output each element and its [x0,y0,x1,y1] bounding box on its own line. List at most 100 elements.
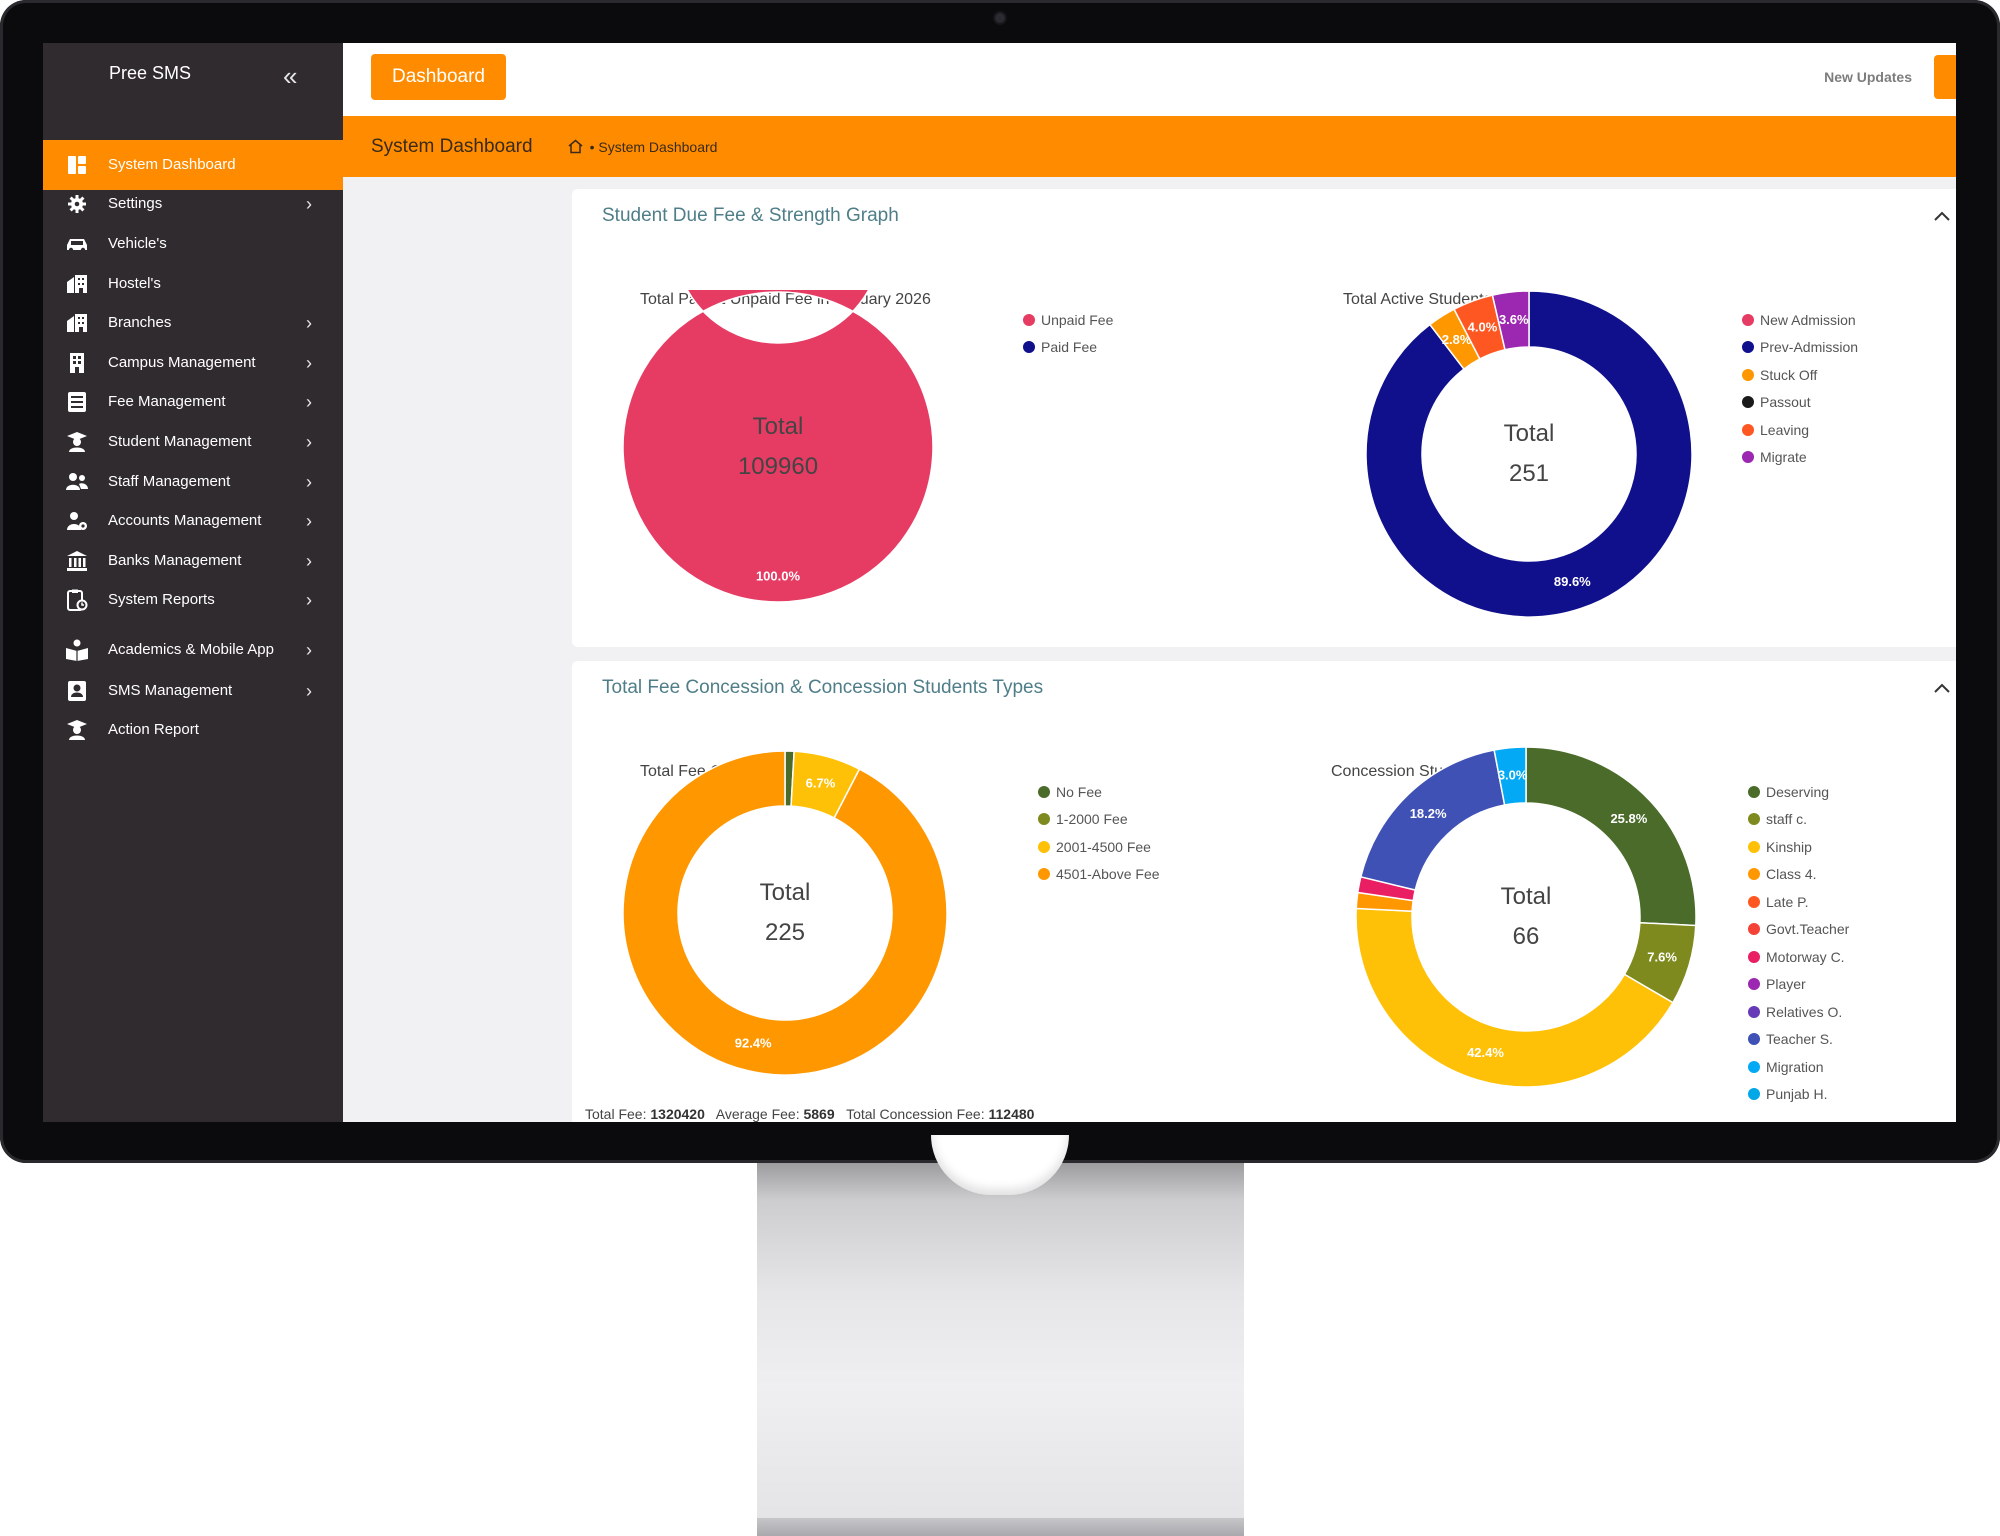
slice-percent-label: 92.4% [735,1036,772,1051]
sidebar-item-label: Branches [108,314,172,332]
legend-item-govt-teacher[interactable]: Govt.Teacher [1748,916,1849,944]
legend-item-leaving[interactable]: Leaving [1742,416,1858,444]
legend-item-relatives-o[interactable]: Relatives O. [1748,998,1849,1026]
legend-dot [1748,840,1760,853]
legend-item-teacher-s[interactable]: Teacher S. [1748,1026,1849,1054]
legend-item-1-2000-fee[interactable]: 1-2000 Fee [1038,806,1160,834]
legend-item-2001-4500-fee[interactable]: 2001-4500 Fee [1038,833,1160,861]
legend-item-migrate[interactable]: Migrate [1742,444,1858,472]
legend-dot [1748,1033,1760,1046]
new-updates-link[interactable]: New Updates [1824,69,1912,85]
legend-dot [1748,1088,1760,1101]
slice-4501-above-fee[interactable] [622,750,948,1076]
breadcrumb[interactable]: • System Dashboard [589,138,718,155]
sidebar-item-banks-management[interactable]: Banks Management › [43,536,343,586]
slice-deserving[interactable] [1525,746,1697,927]
sidebar-item-system-reports[interactable]: System Reports › [43,575,343,625]
sidebar-item-action-report[interactable]: Action Report [43,705,343,755]
sidebar-item-label: Banks Management [108,552,242,570]
legend-label: Stuck Off [1760,366,1818,383]
legend-item-migration[interactable]: Migration [1748,1053,1849,1081]
sidebar-item-label: Action Report [108,721,199,739]
sidebar-item-label: Campus Management [108,354,256,372]
building-icon [65,311,89,335]
slice-kinship[interactable] [1355,907,1674,1088]
legend-item-paid-fee[interactable]: Paid Fee [1023,334,1113,362]
topbar-action-button[interactable] [1934,55,1956,99]
legend-label: 2001-4500 Fee [1056,838,1151,855]
slice-migration[interactable] [1493,746,1527,806]
sidebar-item-fee-management[interactable]: Fee Management › [43,377,343,427]
sidebar-item-label: Accounts Management [108,512,262,530]
sidebar-item-settings[interactable]: Settings › [43,179,343,229]
legend-label: 4501-Above Fee [1056,866,1160,883]
center-total-value: 225 [764,919,806,946]
legend-item-new-admission[interactable]: New Admission [1742,306,1858,334]
legend-item-late-p[interactable]: Late P. [1748,888,1849,916]
collapse-sidebar-icon[interactable]: « [283,61,298,91]
chevron-right-icon: › [306,431,312,452]
donut-center-label: Total 66 [1426,877,1626,957]
chevron-right-icon: › [306,589,312,610]
app-screen: Pree SMS « System Dashboard Settings › Vehi… [43,43,1956,1122]
slice-unpaid-fee[interactable] [622,290,934,603]
center-title: Total [1500,883,1552,910]
home-icon[interactable] [567,139,584,154]
sidebar-item-staff-management[interactable]: Staff Management › [43,457,343,507]
donut-center-label: Total 251 [1429,414,1629,494]
center-total-value: 109960 [737,453,819,480]
legend-dot [1748,785,1760,798]
total-fee-value: 1320420 [650,1106,705,1122]
legend-item-class-4[interactable]: Class 4. [1748,861,1849,889]
donut-center-label: Total 109960 [678,407,878,487]
legend-dot [1748,868,1760,881]
chevron-right-icon: › [306,193,312,214]
donut-chart: 100.0% [622,290,934,603]
slice-percent-label: 25.8% [1610,811,1647,826]
collapse-card-icon[interactable] [1934,677,1950,698]
donut-center-label: Total 225 [685,873,885,953]
report-icon [65,588,89,612]
legend-item-staff-c[interactable]: staff c. [1748,806,1849,834]
sidebar-item-hostel-s[interactable]: Hostel's [43,259,343,309]
sidebar-item-label: Settings [108,195,163,213]
chart-legend: Deserving staff c. Kinship Class 4. Late P. G… [1748,778,1849,1108]
donut-chart: 6.7% 92.4% [622,750,948,1076]
sidebar-item-branches[interactable]: Branches › [43,298,343,348]
slice-percent-label: 6.7% [806,775,836,790]
legend-item-player[interactable]: Player [1748,971,1849,999]
sidebar-item-student-management[interactable]: Student Management › [43,417,343,467]
sidebar-item-system-dashboard[interactable]: System Dashboard [43,140,343,190]
sidebar-item-academics-and-mobile-app[interactable]: Academics & Mobile App › [43,621,343,679]
legend-label: 1-2000 Fee [1056,811,1128,828]
sidebar-item-sms-management[interactable]: SMS Management › [43,666,343,716]
sidebar-item-accounts-management[interactable]: Accounts Management › [43,496,343,546]
legend-item-stuck-off[interactable]: Stuck Off [1742,361,1858,389]
legend-dot [1023,313,1035,326]
legend-dot [1748,895,1760,908]
book-icon [65,638,89,662]
graduate-icon [65,718,89,742]
legend-dot [1742,451,1754,464]
legend-item-4501-above-fee[interactable]: 4501-Above Fee [1038,861,1160,889]
legend-item-deserving[interactable]: Deserving [1748,778,1849,806]
legend-item-motorway-c[interactable]: Motorway C. [1748,943,1849,971]
sidebar-item-label: Academics & Mobile App [108,641,274,659]
dashboard-button[interactable]: Dashboard [371,54,506,100]
sidebar-item-vehicle-s[interactable]: Vehicle's [43,219,343,269]
legend-item-prev-admission[interactable]: Prev-Admission [1742,334,1858,362]
legend-label: Teacher S. [1766,1031,1833,1048]
slice-migrate[interactable] [1491,290,1530,351]
legend-item-punjab-h[interactable]: Punjab H. [1748,1081,1849,1109]
legend-item-unpaid-fee[interactable]: Unpaid Fee [1023,306,1113,334]
sidebar: Pree SMS « System Dashboard Settings › Vehi… [43,43,343,1122]
campus-icon [65,351,89,375]
legend-item-passout[interactable]: Passout [1742,389,1858,417]
legend-item-no-fee[interactable]: No Fee [1038,778,1160,806]
sidebar-item-label: System Dashboard [108,156,236,174]
legend-dot [1038,813,1050,826]
collapse-card-icon[interactable] [1934,205,1950,226]
legend-item-kinship[interactable]: Kinship [1748,833,1849,861]
slice-prev-admission[interactable] [1365,290,1693,618]
sidebar-item-campus-management[interactable]: Campus Management › [43,338,343,388]
